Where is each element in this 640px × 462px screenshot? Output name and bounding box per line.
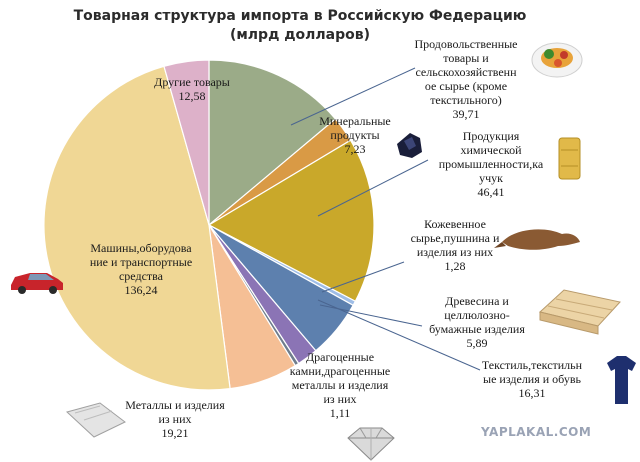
metal-sheet-icon bbox=[65, 402, 126, 438]
label-textile: Текстиль,текстильн ые изделия и обувь 16… bbox=[481, 358, 583, 400]
diamond-icon bbox=[347, 427, 395, 461]
leader-line-textile bbox=[317, 299, 481, 371]
watermark: YAPLAKAL.COM bbox=[481, 425, 592, 439]
label-other: Другие товары 12,58 bbox=[154, 75, 230, 103]
label-machines: Машины,оборудова ние и транспортные сред… bbox=[89, 241, 193, 297]
label-wood: Древесина и целлюлозно- бумажные изделия… bbox=[429, 294, 525, 350]
label-chem: Продукция химической промышленности,ка у… bbox=[438, 129, 544, 199]
chemical-bag-icon bbox=[558, 137, 581, 180]
leader-line-food bbox=[290, 67, 416, 126]
pie-slice-food bbox=[208, 59, 337, 227]
label-leather: Кожевенное сырье,пушнина и изделия из ни… bbox=[410, 217, 500, 273]
fur-pelt-icon bbox=[494, 229, 580, 250]
pie-slice-other bbox=[163, 59, 210, 226]
pie-slice-machines bbox=[43, 65, 231, 391]
food-plate-icon bbox=[531, 42, 583, 78]
leader-line-leather bbox=[321, 261, 405, 293]
label-gems: Драгоценные камни,драгоценные металлы и … bbox=[289, 350, 391, 420]
label-metals: Металлы и изделия из них 19,21 bbox=[125, 398, 225, 440]
chart-title: Товарная структура импорта в Российскую … bbox=[73, 8, 527, 24]
lumber-icon bbox=[538, 289, 621, 335]
tshirt-icon bbox=[607, 356, 636, 404]
leader-line-chem bbox=[317, 159, 429, 217]
coal-icon bbox=[397, 133, 422, 158]
label-mineral: Минеральные продукты 7,23 bbox=[319, 114, 391, 156]
label-food: Продовольственные товары и сельскохозяйс… bbox=[414, 37, 518, 121]
car-icon bbox=[11, 273, 63, 294]
chart-subtitle: (млрд долларов) bbox=[229, 27, 371, 43]
pie-slice-chem bbox=[207, 139, 375, 303]
